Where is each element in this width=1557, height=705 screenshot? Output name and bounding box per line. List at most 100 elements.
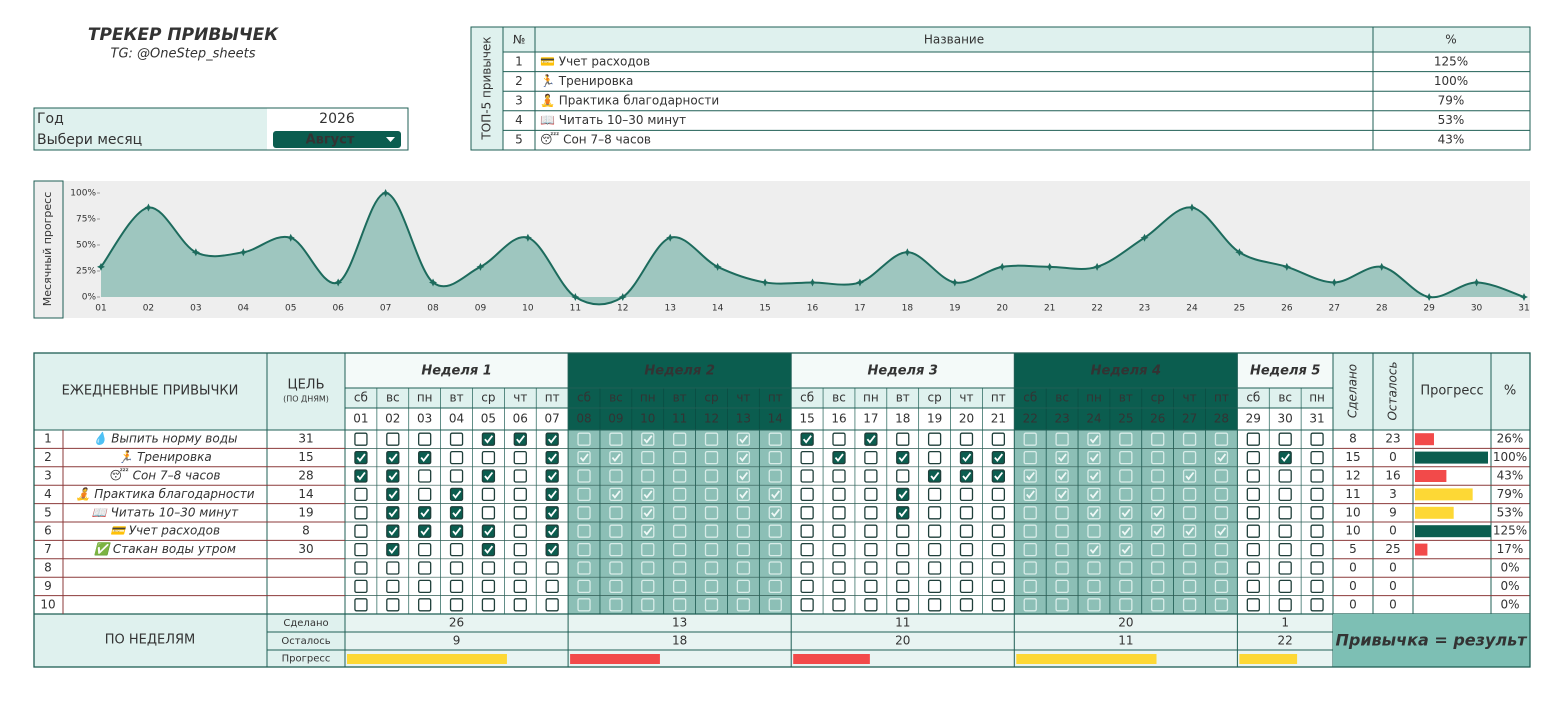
checkbox[interactable] (704, 506, 719, 520)
checkbox[interactable] (768, 598, 782, 612)
checkbox[interactable] (1119, 561, 1133, 575)
checkbox[interactable] (1278, 561, 1292, 575)
checkbox[interactable] (1278, 487, 1292, 502)
checkbox[interactable] (1182, 579, 1197, 594)
checkbox[interactable] (1278, 506, 1292, 520)
checkbox[interactable] (1151, 432, 1165, 446)
checkbox[interactable] (959, 561, 974, 575)
checkbox[interactable] (800, 579, 814, 594)
checkbox[interactable] (1151, 561, 1165, 575)
checkbox[interactable] (832, 469, 846, 483)
checkbox[interactable] (577, 561, 591, 575)
checkbox[interactable] (577, 542, 591, 557)
checkbox[interactable] (577, 524, 591, 538)
checkbox[interactable] (1023, 561, 1037, 575)
checkbox[interactable] (1055, 598, 1069, 612)
checkbox[interactable] (864, 542, 878, 557)
checkbox[interactable] (418, 579, 432, 594)
checkbox[interactable] (1310, 579, 1324, 594)
checkbox[interactable] (513, 579, 527, 594)
checkbox[interactable] (1278, 542, 1292, 557)
checkbox[interactable] (386, 469, 400, 483)
checkbox[interactable] (800, 469, 814, 483)
checkbox[interactable] (386, 506, 400, 520)
checkbox[interactable] (354, 469, 368, 483)
checkbox[interactable] (736, 432, 751, 446)
checkbox[interactable] (704, 542, 719, 557)
checkbox[interactable] (896, 432, 910, 446)
checkbox[interactable] (1182, 561, 1197, 575)
checkbox[interactable] (545, 450, 559, 465)
checkbox[interactable] (609, 450, 623, 465)
checkbox[interactable] (1214, 432, 1229, 446)
checkbox[interactable] (418, 524, 432, 538)
checkbox[interactable] (1151, 524, 1165, 538)
checkbox[interactable] (1151, 506, 1165, 520)
checkbox[interactable] (449, 524, 464, 538)
checkbox[interactable] (1087, 432, 1101, 446)
checkbox[interactable] (704, 579, 719, 594)
checkbox[interactable] (386, 542, 400, 557)
checkbox[interactable] (991, 487, 1006, 502)
checkbox[interactable] (768, 450, 782, 465)
checkbox[interactable] (545, 524, 559, 538)
checkbox[interactable] (927, 598, 942, 612)
checkbox[interactable] (927, 506, 942, 520)
checkbox[interactable] (1246, 450, 1260, 465)
checkbox[interactable] (832, 524, 846, 538)
checkbox[interactable] (513, 432, 527, 446)
checkbox[interactable] (1246, 579, 1260, 594)
checkbox[interactable] (1214, 598, 1229, 612)
checkbox[interactable] (927, 561, 942, 575)
checkbox[interactable] (418, 469, 432, 483)
checkbox[interactable] (864, 598, 878, 612)
checkbox[interactable] (1151, 598, 1165, 612)
checkbox[interactable] (800, 450, 814, 465)
checkbox[interactable] (672, 598, 687, 612)
checkbox[interactable] (1214, 524, 1229, 538)
checkbox[interactable] (609, 579, 623, 594)
checkbox[interactable] (1055, 450, 1069, 465)
checkbox[interactable] (864, 524, 878, 538)
checkbox[interactable] (449, 542, 464, 557)
checkbox[interactable] (959, 506, 974, 520)
checkbox[interactable] (800, 487, 814, 502)
checkbox[interactable] (1151, 579, 1165, 594)
checkbox[interactable] (577, 579, 591, 594)
checkbox[interactable] (1310, 432, 1324, 446)
checkbox[interactable] (354, 561, 368, 575)
checkbox[interactable] (449, 579, 464, 594)
checkbox[interactable] (991, 432, 1006, 446)
checkbox[interactable] (959, 579, 974, 594)
checkbox[interactable] (672, 561, 687, 575)
checkbox[interactable] (704, 450, 719, 465)
checkbox[interactable] (481, 506, 496, 520)
checkbox[interactable] (991, 561, 1006, 575)
checkbox[interactable] (449, 506, 464, 520)
checkbox[interactable] (959, 432, 974, 446)
checkbox[interactable] (641, 450, 655, 465)
checkbox[interactable] (1246, 506, 1260, 520)
checkbox[interactable] (1246, 598, 1260, 612)
checkbox[interactable] (1055, 561, 1069, 575)
checkbox[interactable] (513, 506, 527, 520)
checkbox[interactable] (1310, 598, 1324, 612)
checkbox[interactable] (991, 469, 1006, 483)
checkbox[interactable] (418, 506, 432, 520)
checkbox[interactable] (481, 469, 496, 483)
checkbox[interactable] (1310, 524, 1324, 538)
checkbox[interactable] (641, 506, 655, 520)
checkbox[interactable] (1246, 487, 1260, 502)
checkbox[interactable] (481, 579, 496, 594)
checkbox[interactable] (1310, 506, 1324, 520)
checkbox[interactable] (641, 469, 655, 483)
checkbox[interactable] (1119, 450, 1133, 465)
checkbox[interactable] (1182, 432, 1197, 446)
checkbox[interactable] (1182, 542, 1197, 557)
checkbox[interactable] (736, 561, 751, 575)
checkbox[interactable] (800, 598, 814, 612)
checkbox[interactable] (354, 524, 368, 538)
checkbox[interactable] (1023, 598, 1037, 612)
checkbox[interactable] (768, 579, 782, 594)
checkbox[interactable] (386, 487, 400, 502)
